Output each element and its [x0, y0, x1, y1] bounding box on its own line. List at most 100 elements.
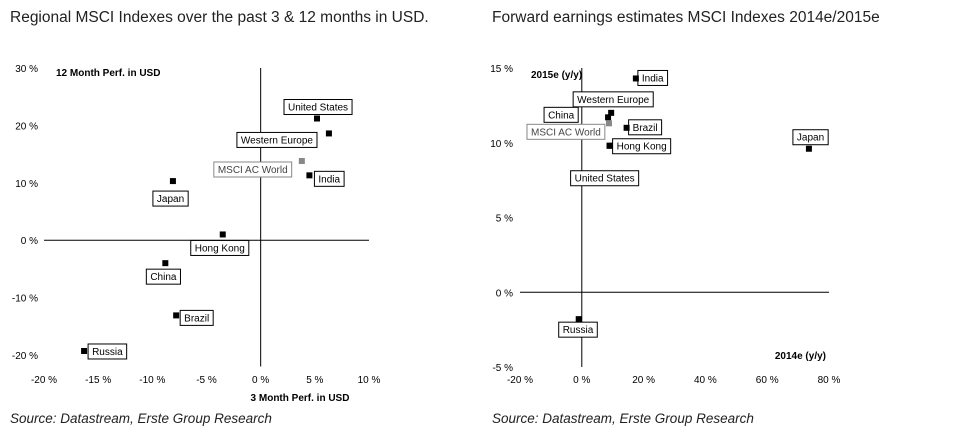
left-label-text-united-states: United States — [288, 103, 348, 114]
right-point-western-europe — [608, 109, 615, 116]
right-label-text-hong-kong: Hong Kong — [617, 142, 667, 153]
right-label-text-msci-ac-world: MSCI AC World — [531, 127, 601, 138]
left-label-text-msci-ac-world: MSCI AC World — [218, 165, 288, 176]
right-x-tick-label: 40 % — [694, 375, 717, 386]
right-point-japan — [805, 145, 812, 152]
left-scatter-chart: -20 % -15 % -10 % -5 % 0 % 5 % 10 % 30 % 20 % 10 … — [12, 64, 381, 404]
right-label-india: India — [637, 69, 669, 86]
right-y-tick-label: -5 % — [492, 363, 513, 374]
right-y-tick-label: 0 % — [496, 288, 513, 299]
right-chart-title: Forward earnings estimates MSCI Indexes … — [492, 9, 880, 26]
right-y-axis-title: 2015e (y/y) — [531, 70, 582, 81]
left-label-china: China — [145, 268, 181, 285]
left-point-china — [162, 260, 169, 267]
left-x-tick-label: 5 % — [306, 375, 323, 386]
right-label-text-united-states: United States — [575, 174, 635, 185]
right-label-text-russia: Russia — [563, 325, 594, 336]
left-source-note: Source: Datastream, Erste Group Research — [10, 411, 272, 426]
left-y-tick-label: -20 % — [12, 351, 38, 362]
left-chart-title: Regional MSCI Indexes over the past 3 & … — [10, 9, 429, 26]
left-y-tick-label: 0 % — [21, 236, 38, 247]
left-label-box-brazil — [179, 309, 214, 326]
left-label-box-china — [145, 268, 181, 285]
left-label-msci-ac-world: MSCI AC World — [213, 161, 293, 178]
left-label-brazil: Brazil — [179, 309, 214, 326]
left-label-box-msci-ac-world — [213, 161, 293, 178]
left-label-text-western-europe: Western Europe — [241, 135, 314, 146]
left-label-western-europe: Western Europe — [236, 131, 318, 148]
left-y-tick-label: 20 % — [15, 121, 38, 132]
right-label-russia: Russia — [558, 321, 598, 338]
right-label-united-states: United States — [570, 170, 640, 187]
left-label-text-brazil: Brazil — [184, 313, 209, 324]
right-y-tick-label: 10 % — [490, 139, 513, 150]
right-x-tick-label: 60 % — [756, 375, 779, 386]
left-label-box-western-europe — [236, 131, 318, 148]
right-label-box-msci-ac-world — [526, 123, 606, 140]
left-y-axis-title: 12 Month Perf. in USD — [56, 68, 160, 79]
left-point-hong-kong — [219, 231, 226, 238]
left-label-box-united-states — [283, 99, 353, 116]
right-label-box-western-europe — [572, 91, 654, 108]
right-label-china: China — [543, 106, 579, 123]
right-y-tick-label: 5 % — [496, 214, 513, 225]
right-label-text-china: China — [548, 110, 575, 121]
right-label-text-india: India — [642, 73, 664, 84]
left-label-russia: Russia — [87, 343, 128, 360]
left-label-box-india — [313, 170, 345, 187]
right-label-hong-kong: Hong Kong — [612, 138, 672, 155]
right-x-tick-label: 20 % — [632, 375, 655, 386]
right-x-tick-label: 0 % — [573, 375, 590, 386]
left-point-united-states — [314, 115, 320, 122]
right-y-tick-label: 15 % — [490, 64, 513, 75]
left-label-box-japan — [152, 190, 189, 207]
left-label-text-india: India — [318, 174, 340, 185]
left-point-brazil — [173, 312, 180, 319]
right-label-japan: Japan — [792, 129, 829, 146]
right-point-china — [605, 114, 612, 121]
left-point-msci-ac-world — [298, 157, 305, 164]
right-label-brazil: Brazil — [628, 119, 663, 136]
right-x-tick-label: 80 % — [818, 375, 841, 386]
right-label-box-china — [543, 106, 579, 123]
right-point-united-states — [606, 142, 613, 149]
right-source-note: Source: Datastream, Erste Group Research — [492, 411, 754, 426]
left-point-russia — [81, 347, 88, 354]
left-label-text-russia: Russia — [92, 347, 123, 358]
left-label-text-china: China — [150, 272, 177, 283]
right-x-axis-title: 2014e (y/y) — [775, 351, 826, 362]
right-label-text-japan: Japan — [797, 133, 824, 144]
left-label-hong-kong: Hong Kong — [190, 239, 250, 256]
left-point-japan — [169, 178, 176, 185]
left-label-united-states: United States — [283, 99, 353, 116]
left-point-western-europe — [325, 130, 332, 137]
left-y-tick-label: -10 % — [12, 294, 38, 305]
left-label-text-japan: Japan — [157, 194, 184, 205]
left-label-india: India — [313, 170, 345, 187]
right-label-text-western-europe: Western Europe — [577, 95, 650, 106]
right-point-msci-ac-world — [605, 120, 612, 127]
left-y-tick-label: 10 % — [15, 179, 38, 190]
right-label-box-united-states — [570, 170, 640, 187]
right-label-box-japan — [792, 129, 829, 146]
left-y-tick-label: 30 % — [15, 64, 38, 75]
right-label-text-brazil: Brazil — [633, 123, 658, 134]
left-x-tick-label: -20 % — [31, 375, 57, 386]
left-point-india — [306, 172, 313, 179]
left-x-tick-label: -15 % — [85, 375, 111, 386]
right-x-tick-label: -20 % — [507, 375, 533, 386]
left-label-box-hong-kong — [190, 239, 250, 256]
left-x-axis-title: 3 Month Perf. in USD — [251, 393, 350, 404]
left-label-text-hong-kong: Hong Kong — [195, 243, 245, 254]
right-point-russia — [575, 316, 582, 323]
left-x-tick-label: -5 % — [196, 375, 217, 386]
left-label-japan: Japan — [152, 190, 189, 207]
left-x-tick-label: 10 % — [358, 375, 381, 386]
right-point-brazil — [623, 124, 630, 131]
left-x-tick-label: -10 % — [139, 375, 165, 386]
left-label-box-russia — [87, 343, 128, 360]
right-label-msci-ac-world: MSCI AC World — [526, 123, 606, 140]
right-label-western-europe: Western Europe — [572, 91, 654, 108]
right-point-india — [632, 75, 639, 82]
